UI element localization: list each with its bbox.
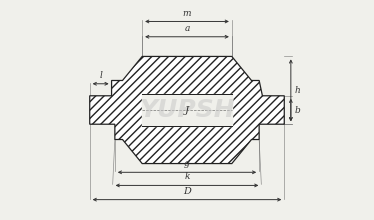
Text: h: h	[295, 86, 301, 95]
Text: b: b	[295, 106, 301, 114]
Text: k: k	[184, 172, 190, 182]
Text: D: D	[183, 187, 191, 196]
Text: m: m	[183, 9, 191, 18]
Text: l: l	[99, 71, 102, 80]
Text: YUPSH: YUPSH	[139, 98, 235, 122]
Text: J: J	[185, 106, 189, 114]
Text: g: g	[184, 159, 190, 168]
Text: a: a	[184, 24, 190, 33]
Polygon shape	[90, 57, 284, 163]
